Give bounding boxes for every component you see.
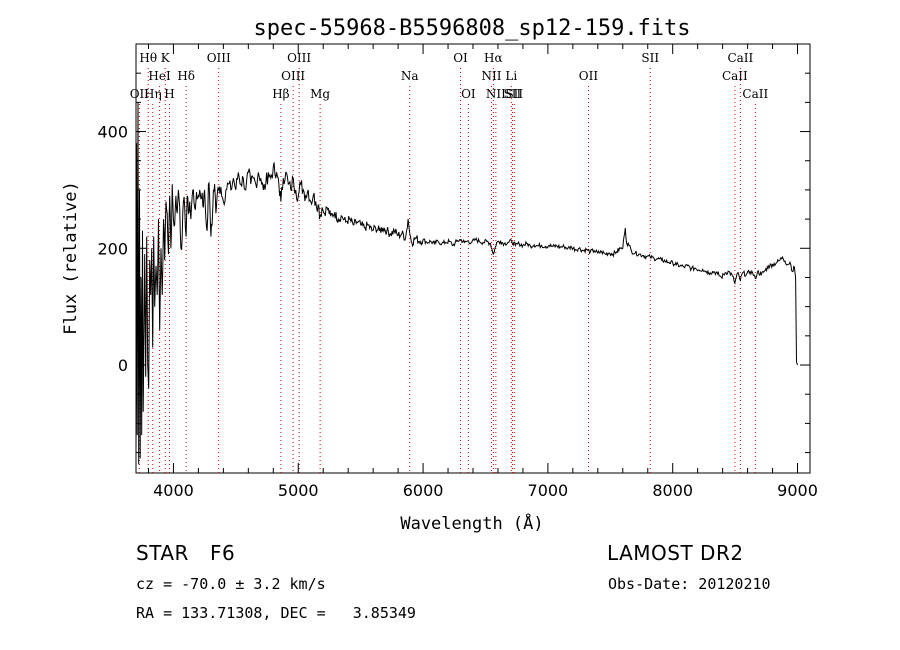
spectral-line-label: Na bbox=[401, 69, 419, 83]
spectral-line-label: OII bbox=[579, 69, 599, 83]
y-axis-label: Flux (relative) bbox=[61, 181, 81, 335]
spectral-line-label: CaII bbox=[722, 69, 748, 83]
obs-date-text: Obs-Date: 20120210 bbox=[608, 575, 771, 593]
x-tick-label: 7000 bbox=[528, 481, 569, 500]
spectral-line-label: OI bbox=[453, 51, 468, 65]
spectral-line-label: NII bbox=[481, 69, 501, 83]
spectral-line-label: Hβ bbox=[272, 87, 289, 101]
spectral-line-label: OII bbox=[130, 87, 150, 101]
spectral-line-label: CaII bbox=[727, 51, 753, 65]
x-axis-label: Wavelength (Å) bbox=[400, 512, 543, 534]
spectral-line-label: Li bbox=[505, 69, 517, 83]
spectral-line-label: OI bbox=[461, 87, 476, 101]
spectral-line-label: K bbox=[161, 51, 171, 65]
x-tick-label: 4000 bbox=[153, 481, 194, 500]
spectral-line-label: OIII bbox=[207, 51, 231, 65]
x-tick-label: 9000 bbox=[777, 481, 818, 500]
spectral-line-label: Hα bbox=[484, 51, 503, 65]
y-tick-label: 400 bbox=[97, 123, 128, 142]
spectral-line-label: Hδ bbox=[177, 69, 195, 83]
spectral-line-label: SII bbox=[504, 87, 522, 101]
plot-frame bbox=[135, 43, 811, 474]
spectral-line-label: H bbox=[164, 87, 174, 101]
x-tick-label: 8000 bbox=[652, 481, 693, 500]
spectrum-line bbox=[135, 102, 798, 465]
spectral-line-label: HeI bbox=[148, 69, 171, 83]
y-axis-ticks: 0 200 400 bbox=[97, 43, 810, 454]
chart-title: spec-55968-B5596808_sp12-159.fits bbox=[253, 16, 690, 41]
x-tick-label: 6000 bbox=[403, 481, 444, 500]
redshift-text: cz = -70.0 ± 3.2 km/s bbox=[136, 575, 326, 593]
spectral-line-label: Mg bbox=[310, 87, 330, 101]
survey-name: LAMOST DR2 bbox=[607, 541, 744, 565]
spectral-line-label: CaII bbox=[742, 87, 768, 101]
y-tick-label: 0 bbox=[118, 356, 128, 375]
spectral-line-label: Hθ bbox=[139, 51, 157, 65]
spectral-line-markers: OII Hθ Hη HeI K HHδ OIII Hβ OIII OIII Mg Na OI OI NII H… bbox=[130, 51, 768, 473]
spectral-line-label: SII bbox=[505, 87, 523, 101]
x-tick-label: 5000 bbox=[278, 481, 319, 500]
spectral-line-label: OIII bbox=[287, 51, 311, 65]
spectral-line-label: Hη bbox=[144, 87, 162, 101]
object-subclass: F6 bbox=[210, 541, 236, 565]
x-axis-ticks: 4000 5000 6000 7000 8000 9000 bbox=[147, 44, 818, 500]
spectral-line-label: NII bbox=[486, 87, 506, 101]
object-class: STAR bbox=[136, 541, 189, 565]
coordinates-text: RA = 133.71308, DEC = 3.85349 bbox=[136, 604, 416, 622]
spectral-line-label: SII bbox=[641, 51, 659, 65]
spectral-line-label: OIII bbox=[281, 69, 305, 83]
y-tick-label: 200 bbox=[97, 239, 128, 258]
